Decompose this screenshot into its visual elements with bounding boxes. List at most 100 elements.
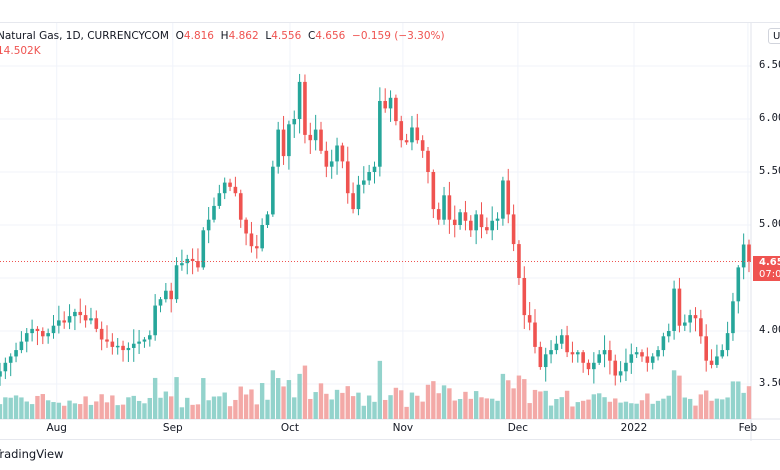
candle-body xyxy=(394,97,398,122)
candle-body xyxy=(281,129,286,157)
last-price-tag: 4.656 07:04 xyxy=(753,256,780,282)
volume-bar xyxy=(383,399,388,419)
currency-button[interactable]: USD xyxy=(768,28,780,44)
candle-body xyxy=(522,278,527,316)
candle-body xyxy=(351,193,355,210)
candle-body xyxy=(372,166,377,172)
volume-bar xyxy=(580,400,586,419)
candle-body xyxy=(105,339,109,342)
candle-body xyxy=(41,331,45,337)
volume-bar xyxy=(661,398,666,419)
candle-body xyxy=(3,362,8,372)
high-label: H xyxy=(220,30,229,42)
volume-bar xyxy=(169,396,174,419)
candle-body xyxy=(634,352,639,355)
volume-bar xyxy=(201,378,206,419)
volume-bar xyxy=(377,360,383,419)
volume-bar xyxy=(698,394,704,419)
candle-body xyxy=(303,81,307,135)
candle-body xyxy=(222,182,227,194)
candle-body xyxy=(148,335,152,340)
candle-body xyxy=(142,339,147,342)
candle-body xyxy=(490,220,494,231)
candle-body xyxy=(287,124,291,157)
volume-bar xyxy=(447,388,452,419)
candle-body xyxy=(367,172,371,181)
last-price: 4.656 xyxy=(759,257,780,269)
candle-body xyxy=(704,336,708,361)
price-tick-label: 4.000 xyxy=(759,324,780,336)
volume-bar xyxy=(292,397,297,419)
candle-body xyxy=(356,184,361,210)
volume-bar xyxy=(393,387,399,419)
candle-body xyxy=(436,209,441,220)
candle-body xyxy=(83,315,88,321)
candle-body xyxy=(592,362,596,370)
volume-bar xyxy=(286,380,292,419)
price-chart[interactable] xyxy=(0,23,780,441)
candle-body xyxy=(543,354,548,368)
volume-bar xyxy=(217,396,222,419)
volume-bar xyxy=(436,393,441,419)
candle-body xyxy=(720,350,725,357)
candle-body xyxy=(19,341,24,351)
volume-bar xyxy=(158,397,163,419)
volume-bar xyxy=(211,396,217,419)
volume-bar xyxy=(388,395,393,419)
volume-bar xyxy=(265,399,270,419)
candle-body xyxy=(479,214,484,228)
change-value: −0.159 (−3.30%) xyxy=(352,30,445,42)
candle-body xyxy=(30,328,34,334)
volume-bar xyxy=(147,397,152,419)
candle-body xyxy=(137,341,141,344)
volume-bar xyxy=(709,400,714,419)
volume-bar xyxy=(714,398,720,419)
volume-bar xyxy=(259,383,265,419)
volume-bar xyxy=(730,381,736,419)
candle-body xyxy=(565,335,569,353)
price-tick-label: 3.500 xyxy=(759,377,780,389)
candle-body xyxy=(586,362,591,370)
volume-bar xyxy=(8,397,13,419)
volume-bar xyxy=(570,406,575,419)
volume-value: 14.502K xyxy=(0,45,41,57)
candle-body xyxy=(527,315,532,323)
chart-area[interactable]: Natural Gas, 1D, CURRENCYCOM O4.816 H4.8… xyxy=(0,22,780,441)
candle-body xyxy=(618,371,623,376)
volume-bar xyxy=(324,393,329,419)
candle-body xyxy=(180,263,184,266)
volume-bar xyxy=(720,399,725,419)
candle-body xyxy=(62,320,66,323)
volume-bar xyxy=(543,390,548,419)
price-tick-label: 6.500 xyxy=(759,59,780,71)
candle-body xyxy=(121,345,125,351)
tradingview-logo[interactable]: TradingView xyxy=(0,447,64,461)
candle-body xyxy=(115,345,120,348)
high-value: 4.862 xyxy=(228,30,259,42)
volume-bar xyxy=(297,373,302,419)
candle-body xyxy=(597,354,601,363)
candle-body xyxy=(677,288,682,326)
volume-bar xyxy=(506,380,511,419)
candle-body xyxy=(131,343,136,348)
volume-bar xyxy=(463,391,468,419)
candle-body xyxy=(608,350,612,361)
volume-bar xyxy=(3,397,8,419)
volume-bar xyxy=(650,403,655,419)
volume-bar xyxy=(559,397,564,419)
time-tick-label: Sep xyxy=(162,422,183,434)
candle-body xyxy=(725,333,730,351)
volume-bar xyxy=(404,406,409,419)
candle-body xyxy=(110,341,115,347)
volume-bar xyxy=(174,377,179,419)
volume-bar xyxy=(72,403,78,419)
volume-bar xyxy=(693,405,698,419)
volume-bar xyxy=(548,405,554,419)
candle-body xyxy=(554,343,559,351)
volume-bar xyxy=(318,383,324,419)
volume-bar xyxy=(19,397,24,419)
candle-body xyxy=(73,311,77,317)
price-tick-label: 5.000 xyxy=(759,218,780,230)
candle-body xyxy=(153,305,157,336)
candle-body xyxy=(420,140,425,151)
